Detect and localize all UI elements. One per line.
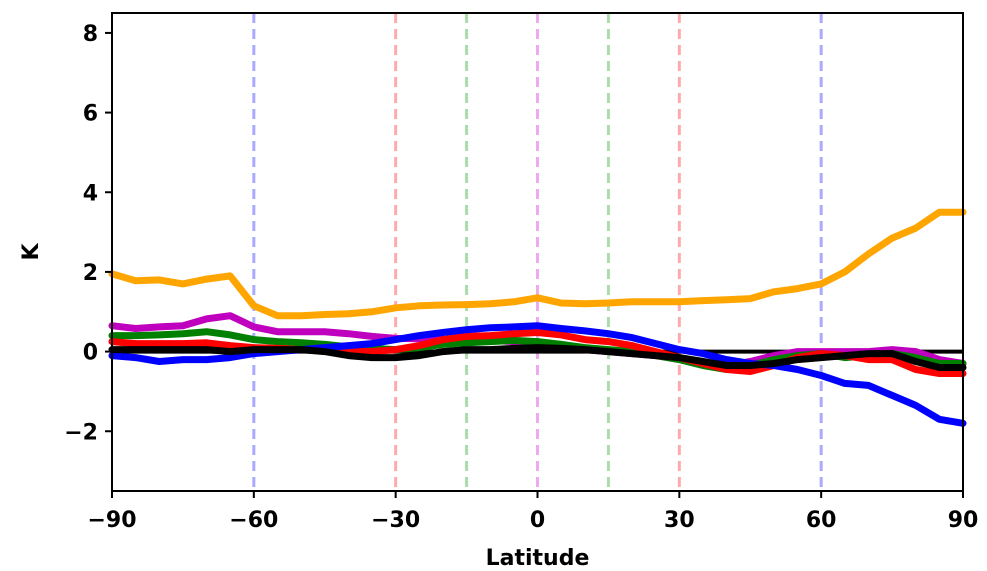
y-tick-label: 6 <box>83 102 98 127</box>
y-tick-label: 4 <box>83 181 98 206</box>
series-line-4 <box>108 322 967 427</box>
x-tick-label: −30 <box>371 508 420 533</box>
series-group <box>108 208 967 427</box>
x-tick-label: 0 <box>530 508 545 533</box>
x-axis-label: Latitude <box>486 546 590 571</box>
x-tick-label: 90 <box>948 508 979 533</box>
x-axis: −90 −60 −30 0 30 60 90 <box>87 491 978 533</box>
series-line-0 <box>108 208 967 320</box>
y-tick-label: 2 <box>83 261 98 286</box>
y-axis-label: K <box>19 243 44 261</box>
y-tick-label: 0 <box>83 341 98 366</box>
x-tick-label: −60 <box>229 508 278 533</box>
y-tick-label: 8 <box>83 22 98 47</box>
series-line-5 <box>108 344 967 371</box>
y-axis: −2 0 2 4 6 8 <box>64 22 112 445</box>
reference-vlines <box>252 13 823 491</box>
x-tick-label: 30 <box>664 508 695 533</box>
x-tick-label: −90 <box>87 508 136 533</box>
x-tick-label: 60 <box>806 508 837 533</box>
y-tick-label: −2 <box>64 420 98 445</box>
